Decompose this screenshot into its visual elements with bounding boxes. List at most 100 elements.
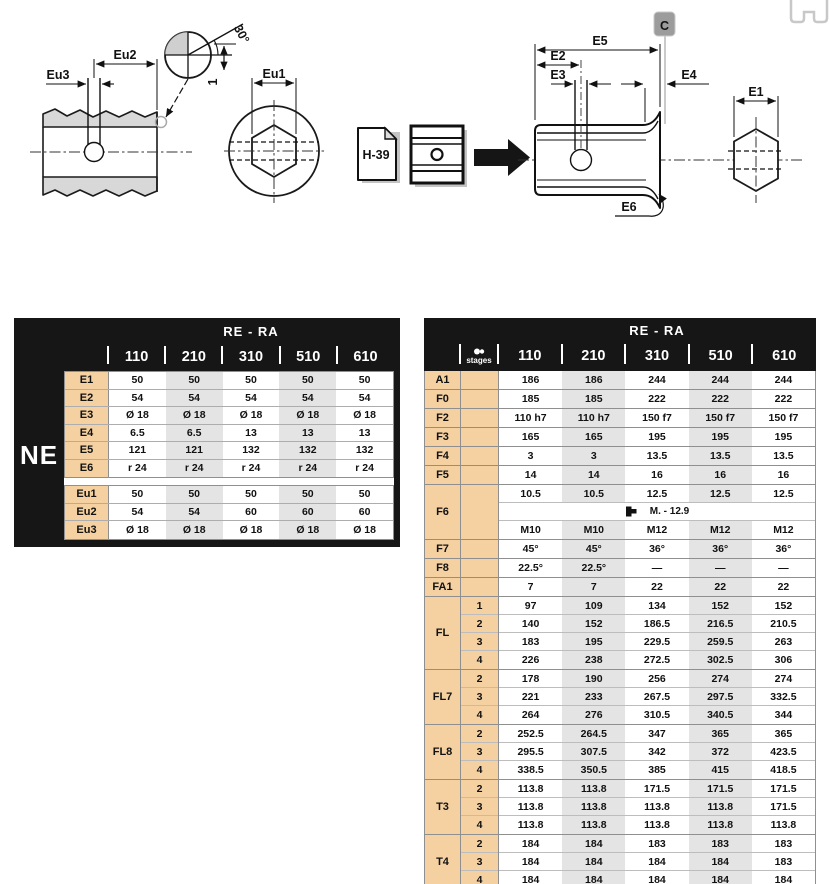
cell: 252.5 (499, 725, 563, 742)
cell: 50 (279, 372, 337, 389)
table-row: 184 184 184 184 183 (499, 853, 816, 871)
table-row: 226 238 272.5 302.5 306 (499, 651, 816, 669)
stages-column (461, 371, 499, 389)
cell: Ø 18 (336, 407, 393, 424)
cell: 423.5 (751, 743, 816, 760)
table-row: 252.5 264.5 347 365 365 (499, 725, 816, 743)
cell: 150 f7 (751, 409, 816, 427)
data-column: 184 184 183 183 183 184 184 184 184 183 184 184 184 1… (499, 835, 816, 884)
cell: 350.5 (562, 761, 626, 779)
cell: 267.5 (625, 688, 689, 705)
dim-label-eu2: Eu2 (114, 48, 137, 62)
cell: 13.5 (688, 447, 752, 465)
coupling-icon (789, 0, 829, 24)
column-header: 210 (560, 340, 626, 371)
cell: 226 (499, 651, 563, 669)
data-column: 178 190 256 274 274 221 233 267.5 297.5 332.5 264 2… (499, 670, 816, 724)
table-row: 140 152 186.5 216.5 210.5 (499, 615, 816, 633)
column-header: 110 (497, 340, 562, 371)
span-row-label: M. - 12.9 (649, 506, 690, 517)
cell: 6.5 (165, 424, 223, 441)
table-row: 183 195 229.5 259.5 263 (499, 633, 816, 651)
cell: 14 (499, 466, 563, 484)
table-row: 264 276 310.5 340.5 344 (499, 706, 816, 724)
table-row: Eu3 Ø 18 Ø 18 Ø 18 Ø 18 Ø 18 (65, 521, 393, 539)
dim-label-e4: E4 (681, 68, 696, 82)
cell: 12.5 (688, 485, 752, 502)
cell: 54 (109, 389, 166, 406)
table-group: F8 22.5° 22.5° — — — (425, 559, 816, 578)
stage-cell (461, 371, 498, 389)
cell: 113.8 (688, 798, 752, 815)
cell: 50 (165, 486, 223, 503)
stage-cell (461, 559, 498, 577)
dim-label-e5: E5 (592, 34, 607, 48)
cell: 121 (109, 442, 166, 459)
assembly-arrow-icon (474, 139, 530, 176)
stages-column (461, 466, 499, 484)
cell: 22 (751, 578, 816, 596)
table-row: 110 h7 110 h7 150 f7 150 f7 150 f7 (499, 409, 816, 427)
table-group: F5 14 14 16 16 16 (425, 466, 816, 485)
data-column: 3 3 13.5 13.5 13.5 (499, 447, 816, 465)
row-label: A1 (425, 371, 461, 389)
cell: 264.5 (562, 725, 626, 742)
cell: M12 (688, 521, 752, 539)
stage-cell: 3 (461, 688, 498, 706)
cell: 12.5 (751, 485, 816, 502)
cell: 36° (625, 540, 689, 558)
cell: 7 (499, 578, 563, 596)
cell: 14 (562, 466, 626, 484)
table-row: 45° 45° 36° 36° 36° (499, 540, 816, 558)
cell: 22 (625, 578, 689, 596)
stage-cell: 4 (461, 871, 498, 884)
cell: 183 (751, 853, 816, 870)
right-table-body: A1 186 186 244 244 244 F0 185 185 222 222 222 F2 110 … (424, 371, 816, 884)
cell: 152 (751, 597, 816, 614)
cell: 165 (562, 428, 626, 446)
row-label: Eu3 (65, 521, 109, 539)
cell: 263 (751, 633, 816, 650)
dim-label-e6: E6 (621, 200, 636, 214)
stage-cell (461, 409, 498, 427)
detail-circle: 30° 1 (154, 22, 252, 129)
cell: 264 (499, 706, 563, 724)
row-label: F7 (425, 540, 461, 558)
cell: 259.5 (688, 633, 752, 650)
cell: 183 (688, 835, 752, 852)
dim-label-1: 1 (206, 78, 220, 85)
cell: 338.5 (499, 761, 563, 779)
cell: 190 (562, 670, 626, 687)
table-row: 338.5 350.5 385 415 418.5 (499, 761, 816, 779)
cell: 306 (751, 651, 816, 669)
row-label: F4 (425, 447, 461, 465)
row-label: Eu1 (65, 486, 109, 503)
table-row: 22.5° 22.5° — — — (499, 559, 816, 577)
stage-cell: 4 (461, 706, 498, 724)
cell: 171.5 (751, 798, 816, 815)
cell: 113.8 (562, 798, 626, 815)
row-label: F3 (425, 428, 461, 446)
data-column: 14 14 16 16 16 (499, 466, 816, 484)
cell: 195 (562, 633, 626, 650)
stages-column (461, 540, 499, 558)
table-row: E3 Ø 18 Ø 18 Ø 18 Ø 18 Ø 18 (65, 407, 393, 425)
cell: 50 (165, 372, 223, 389)
cell: 113.8 (751, 816, 816, 834)
cell: 216.5 (688, 615, 752, 632)
row-label: T3 (425, 780, 461, 834)
ne-dimensions-table: RE - RA 110 210 310 510 610 NE E1 50 50 50 50 50 E… (14, 318, 400, 547)
cell: 229.5 (625, 633, 689, 650)
stage-cell (461, 447, 498, 465)
bolt-icon (625, 506, 638, 517)
table-group: T3 2 3 4 113.8 113.8 171.5 171.5 171.5 113.8 113.8… (425, 780, 816, 835)
cell: 185 (499, 390, 563, 408)
data-column: 7 7 22 22 22 (499, 578, 816, 596)
cell: 195 (688, 428, 752, 446)
cell: 183 (625, 835, 689, 852)
cell: 415 (688, 761, 752, 779)
cell: 184 (499, 871, 563, 884)
cell: 297.5 (688, 688, 752, 705)
cell: 186.5 (625, 615, 689, 632)
